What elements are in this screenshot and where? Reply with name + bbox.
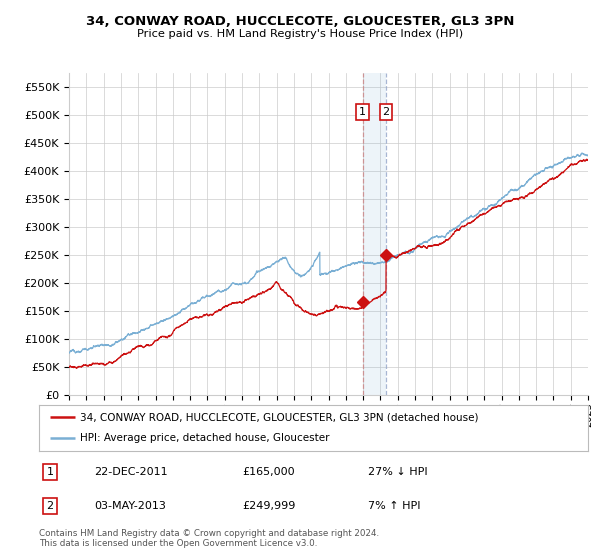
- Text: Price paid vs. HM Land Registry's House Price Index (HPI): Price paid vs. HM Land Registry's House …: [137, 29, 463, 39]
- Text: 27% ↓ HPI: 27% ↓ HPI: [368, 467, 428, 477]
- Text: 03-MAY-2013: 03-MAY-2013: [94, 501, 166, 511]
- Text: 1: 1: [46, 467, 53, 477]
- Text: HPI: Average price, detached house, Gloucester: HPI: Average price, detached house, Glou…: [80, 433, 329, 444]
- Text: 22-DEC-2011: 22-DEC-2011: [94, 467, 167, 477]
- Text: Contains HM Land Registry data © Crown copyright and database right 2024.
This d: Contains HM Land Registry data © Crown c…: [39, 529, 379, 548]
- Text: 2: 2: [46, 501, 53, 511]
- Text: 34, CONWAY ROAD, HUCCLECOTE, GLOUCESTER, GL3 3PN: 34, CONWAY ROAD, HUCCLECOTE, GLOUCESTER,…: [86, 15, 514, 28]
- Text: £165,000: £165,000: [242, 467, 295, 477]
- Text: 34, CONWAY ROAD, HUCCLECOTE, GLOUCESTER, GL3 3PN (detached house): 34, CONWAY ROAD, HUCCLECOTE, GLOUCESTER,…: [80, 412, 479, 422]
- Bar: [362, 73, 386, 395]
- Text: 7% ↑ HPI: 7% ↑ HPI: [368, 501, 421, 511]
- Text: £249,999: £249,999: [242, 501, 296, 511]
- Text: 1: 1: [359, 107, 366, 117]
- Text: 2: 2: [383, 107, 389, 117]
